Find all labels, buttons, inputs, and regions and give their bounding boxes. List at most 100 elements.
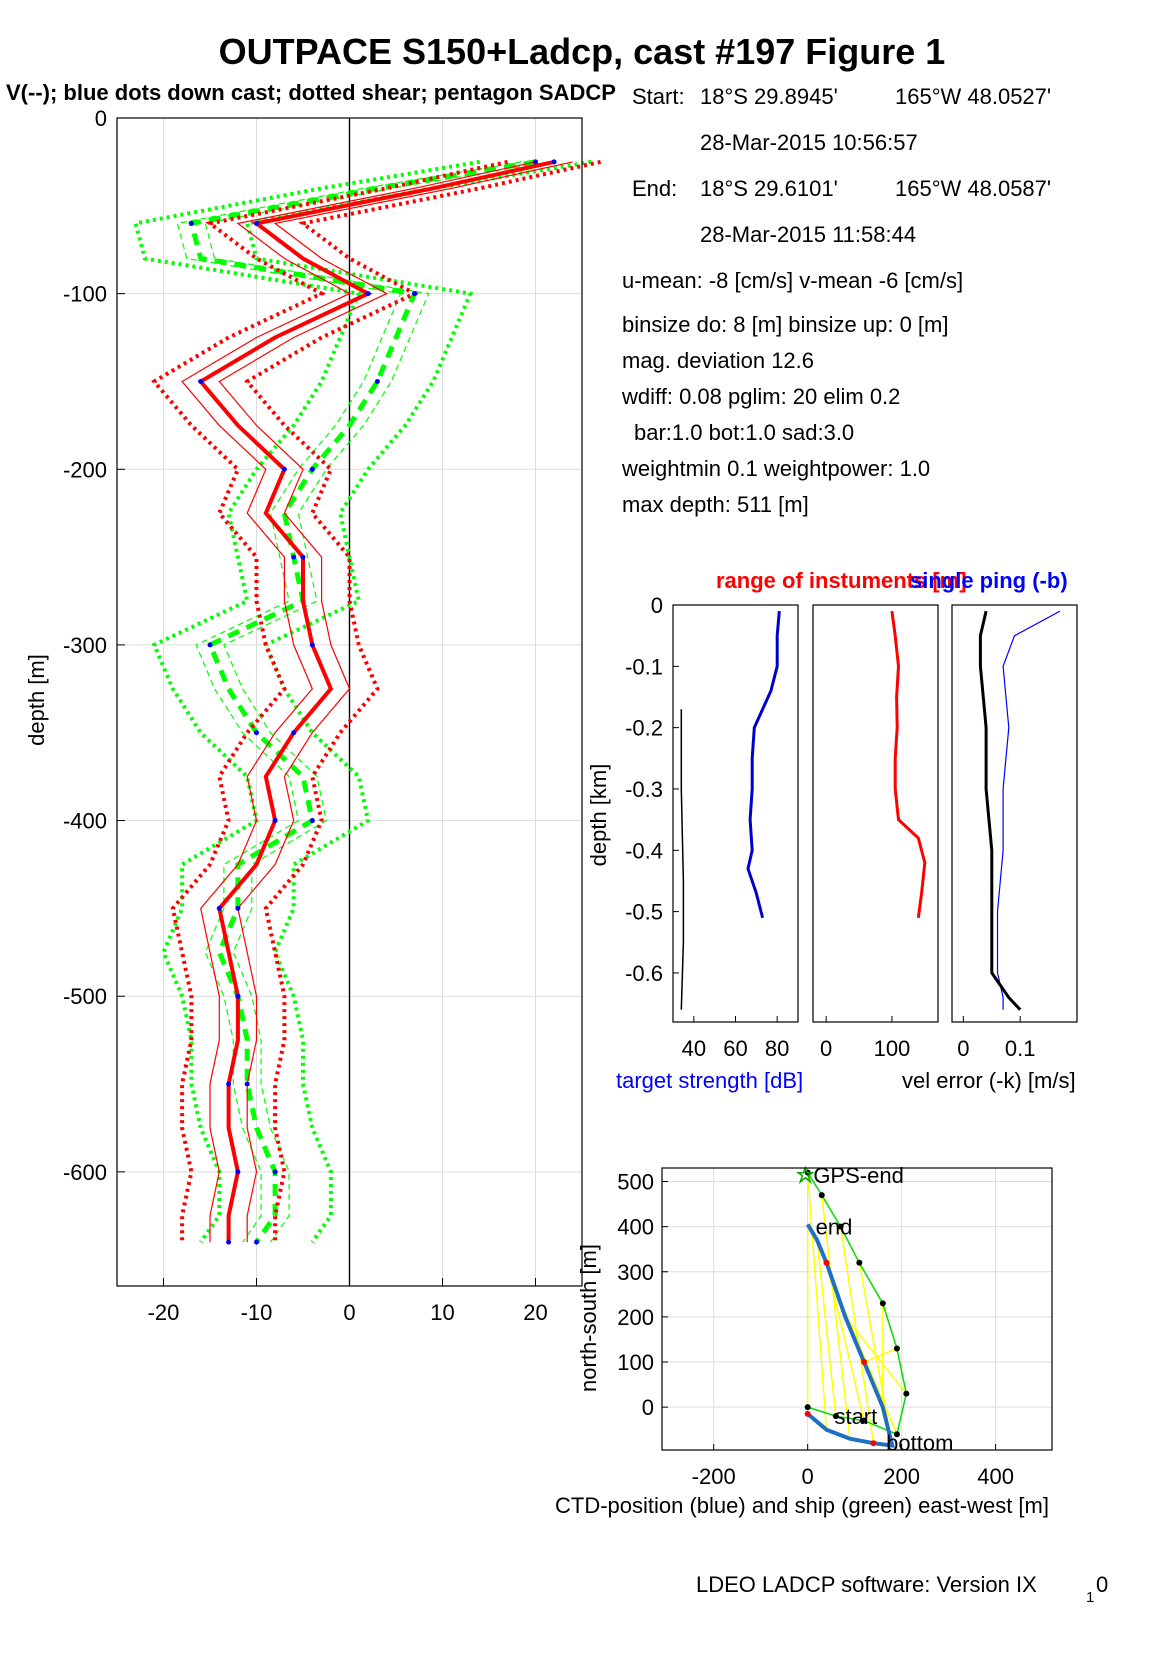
plot-frame xyxy=(951,604,1078,1023)
main-ylabel: depth [m] xyxy=(24,654,49,746)
x-tick-label: 10 xyxy=(430,1300,454,1325)
range-chart: 0 100 xyxy=(812,604,939,1061)
v-downcast-dot xyxy=(254,730,259,736)
ship-point xyxy=(856,1259,863,1266)
y-tick-label: 0 xyxy=(642,1395,654,1420)
single-ping-line xyxy=(996,610,1061,1010)
ship-point xyxy=(861,1417,868,1424)
range-title: range of instuments [m] xyxy=(716,568,967,593)
position-label: end xyxy=(816,1215,853,1240)
v-downcast-dot xyxy=(309,818,315,824)
ship-ctd-link xyxy=(821,1194,851,1439)
y-tick-label: -0.2 xyxy=(625,716,663,741)
plot-frame xyxy=(116,117,583,1287)
ship-track xyxy=(807,1172,908,1436)
ship-ctd-link xyxy=(863,1347,898,1363)
info-block: Start: 18°S 29.8945' 165°W 48.0527' 28-M… xyxy=(621,84,1051,517)
x-tick-label: 0 xyxy=(802,1464,814,1489)
u-downcast-dot xyxy=(551,159,557,165)
ship-point xyxy=(903,1390,910,1397)
y-tick-label: -300 xyxy=(63,633,107,658)
y-tick-label: -200 xyxy=(63,457,107,482)
u-downcast-dot xyxy=(309,642,315,648)
y-tick-label: -500 xyxy=(63,984,107,1009)
pos-ylabel: north-south [m] xyxy=(576,1244,601,1392)
maxdepth-text: max depth: 511 [m] xyxy=(622,492,809,517)
end-lon: 165°W 48.0587' xyxy=(895,176,1051,201)
range-line xyxy=(890,610,927,918)
params1-text: wdiff: 0.08 pglim: 20 elim 0.2 xyxy=(621,384,900,409)
v-profile xyxy=(188,159,536,1244)
ship-point xyxy=(832,1413,839,1420)
u-shear-lower xyxy=(151,159,509,1243)
x-tick-label: -10 xyxy=(241,1300,273,1325)
y-tick-label: 200 xyxy=(617,1305,654,1330)
u-downcast-dot xyxy=(216,905,222,911)
x-tick-label: 0.1 xyxy=(1005,1036,1036,1061)
footer-sub: 1 xyxy=(1086,1589,1094,1606)
v-downcast-dot xyxy=(272,1169,278,1175)
y-tick-label: -0.1 xyxy=(625,654,663,679)
x-tick-label: 0 xyxy=(820,1036,832,1061)
err-xlabel: vel error (-k) [m/s] xyxy=(902,1068,1076,1093)
end-lat: 18°S 29.6101' xyxy=(700,176,838,201)
single-ping-title: single ping (-b) xyxy=(910,568,1068,593)
plot-frame xyxy=(661,1167,1053,1451)
x-tick-label: 20 xyxy=(523,1300,547,1325)
ts-xlabel: target strength [dB] xyxy=(616,1068,803,1093)
x-tick-label: 0 xyxy=(343,1300,355,1325)
u-downcast-dot xyxy=(226,1081,232,1087)
start-lon: 165°W 48.0527' xyxy=(895,84,1051,109)
position-chart: GPS-end end start bottom -200 0 200 400 0 100 200 3… xyxy=(617,1163,1053,1489)
u-profile-down xyxy=(181,161,536,1243)
v-downcast-dot xyxy=(533,159,538,165)
ctd-track xyxy=(805,1223,895,1448)
y-tick-label: 0 xyxy=(95,106,107,131)
v-downcast-dot xyxy=(412,291,418,297)
y-tick-label: -100 xyxy=(63,282,107,307)
ship-ctd-link xyxy=(816,1240,837,1417)
x-tick-label: 100 xyxy=(874,1036,911,1061)
v-shear-lower xyxy=(133,159,481,1244)
y-tick-label: 100 xyxy=(617,1350,654,1375)
u-shear-upper xyxy=(244,159,602,1243)
y-tick-label: -600 xyxy=(63,1160,107,1185)
ship-point xyxy=(837,1223,844,1230)
target-strength-chart: 40 60 80 0 -0.1 -0.2 -0.3 -0.4 -0.5 -0.6 xyxy=(625,593,799,1061)
ship-point xyxy=(893,1431,900,1438)
y-tick-label: 500 xyxy=(617,1170,654,1195)
v-shear-upper xyxy=(244,159,592,1244)
v-downcast-dot xyxy=(254,1239,259,1245)
weights-text: weightmin 0.1 weightpower: 1.0 xyxy=(621,456,930,481)
velocity-profile-chart: -20 -10 0 10 200-100-200-300-400-500-600 xyxy=(63,106,602,1325)
target-strength-line xyxy=(746,610,781,919)
u-profile-up xyxy=(218,161,573,1243)
start-time: 28-Mar-2015 10:56:57 xyxy=(700,130,918,155)
y-tick-label: -0.5 xyxy=(625,900,663,925)
v-downcast-dot xyxy=(235,993,241,999)
v-downcast-dot xyxy=(207,642,213,648)
figure-subtitle: V(--); blue dots down cast; dotted shear… xyxy=(6,80,616,105)
x-tick-label: 80 xyxy=(765,1036,789,1061)
start-label: Start: xyxy=(632,84,685,109)
means-text: u-mean: -8 [cm/s] v-mean -6 [cm/s] xyxy=(622,268,963,293)
y-tick-label: -400 xyxy=(63,809,107,834)
v-downcast-dot xyxy=(235,905,241,911)
ship-point xyxy=(804,1404,811,1411)
binsize-text: binsize do: 8 [m] binsize up: 0 [m] xyxy=(622,312,949,337)
u-downcast-dot xyxy=(226,1239,232,1245)
v-downcast-dot xyxy=(244,1081,250,1087)
u-downcast-dot xyxy=(365,291,371,297)
y-tick-label: -0.6 xyxy=(625,961,663,986)
start-lat: 18°S 29.8945' xyxy=(700,84,838,109)
x-tick-label: 400 xyxy=(977,1464,1014,1489)
y-tick-label: -0.4 xyxy=(625,838,663,863)
footer-tail: 0 xyxy=(1096,1572,1108,1597)
position-label: GPS-end xyxy=(813,1163,904,1188)
footer-text: LDEO LADCP software: Version IX xyxy=(696,1572,1037,1597)
params2-text: bar:1.0 bot:1.0 sad:3.0 xyxy=(634,420,854,445)
x-tick-label: 0 xyxy=(957,1036,969,1061)
ship-ctd-link xyxy=(806,1172,828,1430)
v-downcast-dot xyxy=(188,220,194,226)
ship-point xyxy=(893,1345,900,1352)
